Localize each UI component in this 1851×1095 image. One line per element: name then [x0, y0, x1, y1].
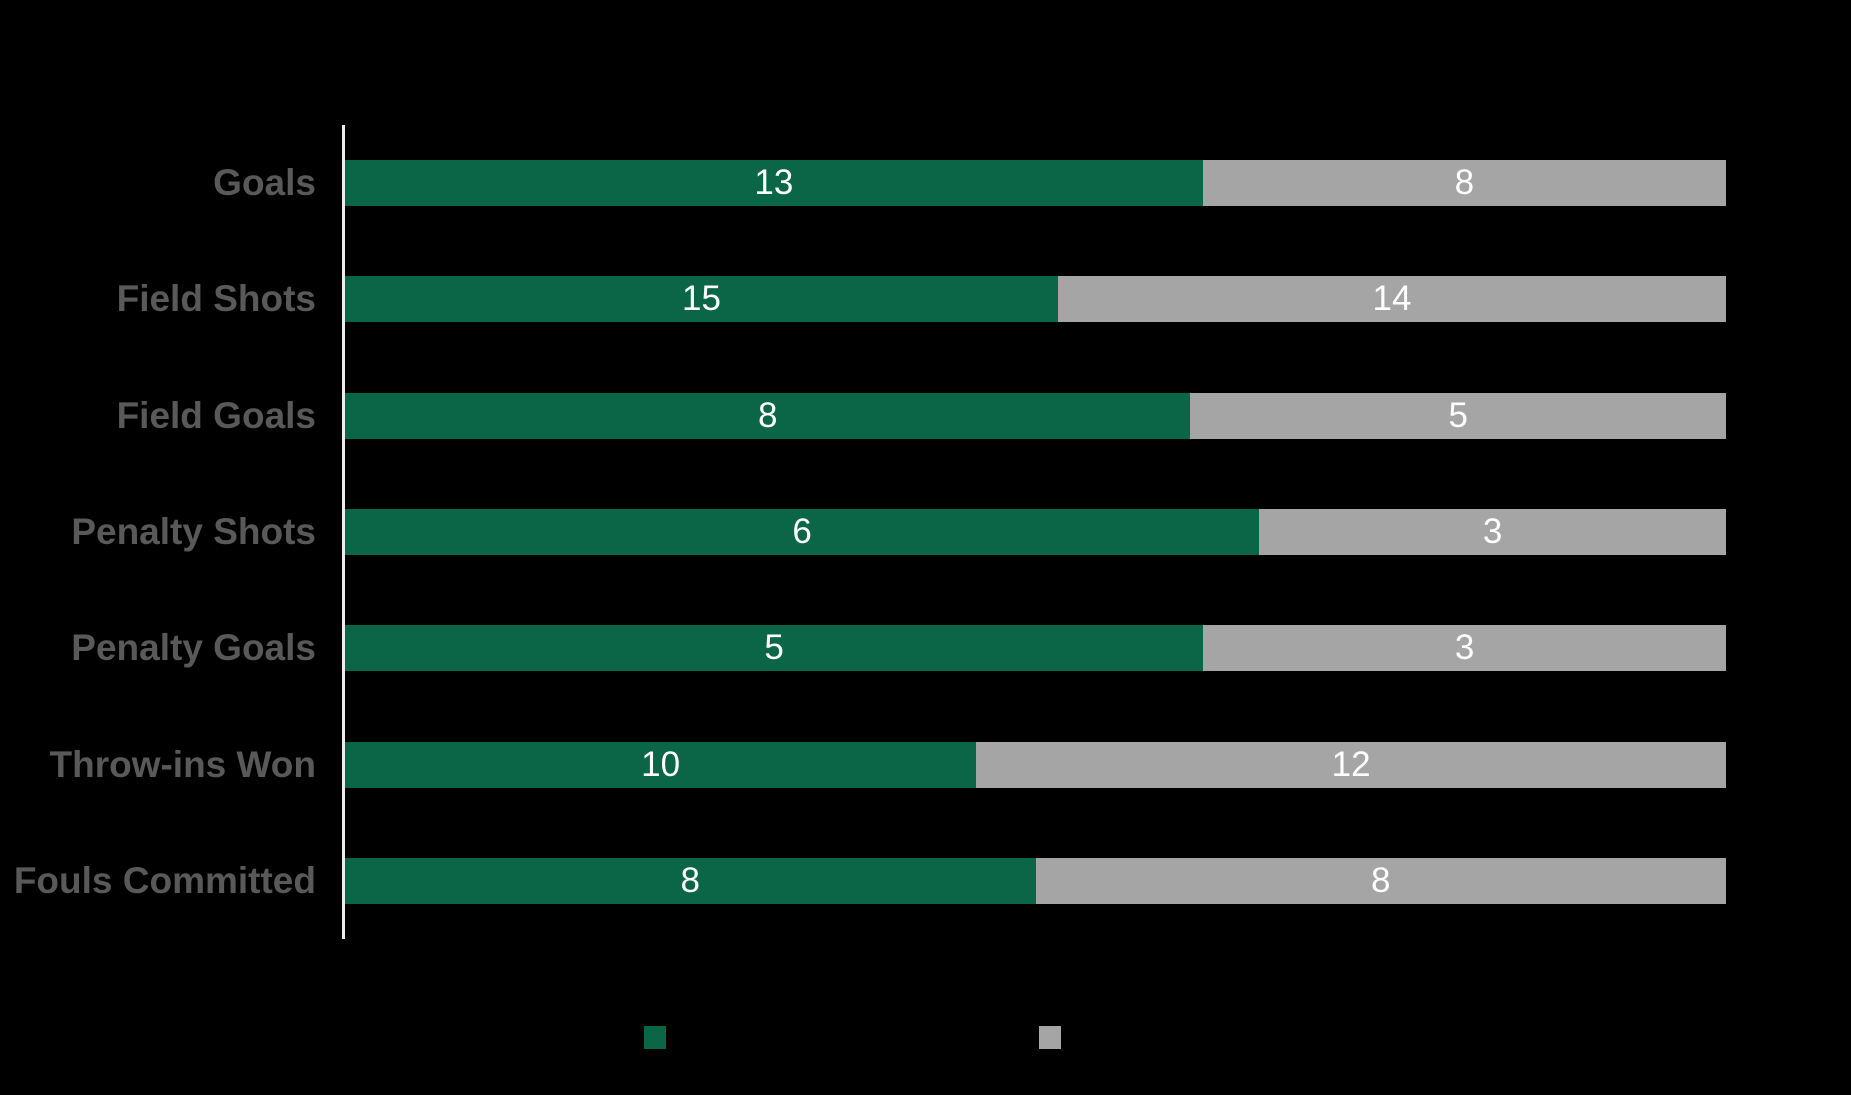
bar-segment-gray: 3: [1259, 508, 1726, 555]
category-label: Goals: [213, 162, 316, 204]
bar-segment-gray: 3: [1203, 625, 1727, 672]
stacked-bar: 10 12: [345, 741, 1726, 788]
stacked-bar: 15 14: [345, 276, 1726, 323]
value-label: 8: [757, 395, 778, 435]
value-label: 10: [641, 744, 681, 784]
category-label: Throw-ins Won: [49, 743, 317, 785]
bar-row: Fouls Committed 8 8: [0, 823, 1726, 939]
stacked-bar: 6 3: [345, 508, 1726, 555]
value-label: 5: [1448, 395, 1468, 435]
category-label: Field Shots: [116, 278, 316, 320]
value-label: 14: [1372, 279, 1412, 319]
category-label: Field Goals: [116, 394, 316, 436]
bar-row: Field Shots 15 14: [0, 241, 1726, 357]
category-label: Penalty Shots: [71, 510, 316, 552]
bar-row: Field Goals 8 5: [0, 358, 1726, 474]
bar-segment-gray: 12: [976, 741, 1726, 788]
bar-row: Throw-ins Won 10 12: [0, 706, 1726, 822]
bar-segment-gray: 5: [1190, 392, 1726, 439]
bar-segment-gray: 14: [1057, 276, 1726, 323]
value-label: 8: [1371, 860, 1391, 900]
stacked-bar: 13 8: [345, 160, 1726, 207]
legend-swatch-gray: [1039, 1026, 1061, 1049]
value-label: 6: [792, 511, 812, 551]
bar-segment-gray: 8: [1035, 857, 1726, 904]
bar-segment-green: 10: [345, 741, 977, 788]
legend-swatch-green: [644, 1026, 666, 1049]
bar-segment-green: 5: [345, 625, 1204, 672]
bar-row: Penalty Goals 5 3: [0, 590, 1727, 706]
bar-segment-green: 8: [345, 857, 1036, 904]
bar-segment-green: 13: [345, 160, 1203, 207]
value-label: 8: [680, 860, 700, 900]
value-label: 12: [1331, 744, 1371, 784]
category-label: Fouls Committed: [13, 859, 316, 901]
stacked-bar: 8 5: [345, 392, 1726, 439]
bar-segment-green: 8: [345, 392, 1191, 439]
value-label: 8: [1454, 163, 1475, 203]
stacked-bar: 8 8: [345, 857, 1726, 904]
bar-segment-gray: 8: [1202, 160, 1726, 207]
bar-row: Penalty Shots 6 3: [0, 474, 1726, 590]
bar-segment-green: 6: [345, 508, 1260, 555]
legend: [0, 1026, 1851, 1049]
stacked-bar: 5 3: [345, 625, 1727, 672]
bar-row: Goals 13 8: [0, 125, 1726, 241]
value-label: 15: [682, 279, 721, 319]
value-label: 13: [754, 163, 794, 203]
category-label: Penalty Goals: [71, 627, 316, 669]
value-label: 3: [1454, 628, 1475, 668]
y-axis-line: [342, 125, 345, 939]
plot-area: Goals 13 8 Field Shots 15 14 Field Goals…: [0, 125, 1727, 939]
bar-segment-green: 15: [345, 276, 1058, 323]
value-label: 3: [1482, 511, 1503, 551]
value-label: 5: [764, 628, 784, 668]
